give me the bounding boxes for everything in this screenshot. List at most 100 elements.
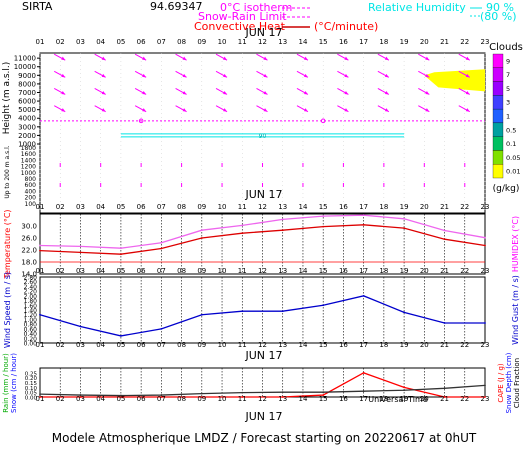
panel-tick-label: 0.25	[25, 371, 38, 377]
hour-tick-label: 06	[137, 341, 146, 349]
panel-tick-label: 2.80	[24, 275, 38, 282]
data-point	[281, 218, 284, 221]
legend-isotherm-label: 0°C isotherm	[220, 1, 292, 14]
hour-tick-label: 13	[278, 203, 287, 211]
hour-tick-label: 04	[96, 38, 105, 46]
data-point	[79, 396, 82, 398]
date-label-bottom: JUN 17	[244, 410, 282, 423]
hour-tick-label: 03	[76, 395, 85, 403]
clouds-scale-label: 0.05	[506, 154, 520, 162]
data-point	[200, 237, 203, 239]
clouds-scale-unit: (g/kg)	[493, 184, 520, 194]
hour-tick-label: 02	[56, 341, 65, 349]
data-point	[241, 396, 244, 398]
legend-convective-label: Convective Heat	[194, 20, 286, 33]
wind-arrow-head	[182, 108, 187, 112]
hour-tick-label: 16	[339, 38, 348, 46]
hour-tick-label: 03	[76, 267, 85, 275]
hour-tick-label: 07	[157, 341, 166, 349]
clouds-scale-swatch	[492, 108, 504, 124]
wind-arrow-head	[223, 108, 228, 112]
data-point	[443, 322, 446, 324]
wind-arrow-head	[61, 108, 66, 112]
hour-tick-label: 08	[177, 38, 186, 46]
hour-tick-label: 09	[197, 341, 206, 349]
rh-label: 90	[259, 133, 267, 140]
panel-tick-label: 1.60	[24, 303, 38, 310]
data-point	[484, 236, 486, 239]
hour-tick-label: 23	[481, 203, 490, 211]
data-point	[39, 313, 41, 316]
data-point	[362, 214, 365, 217]
wind-arrow-head	[303, 108, 308, 112]
panel-tick-label: 14.0	[21, 271, 37, 279]
wind-arrow-head	[263, 108, 268, 112]
wind-arrow-head	[344, 108, 349, 112]
hour-tick-label: 23	[481, 395, 490, 403]
hour-tick-label: 08	[177, 267, 186, 275]
wind-arrow-head	[344, 73, 349, 78]
clouds-scale-swatch	[492, 95, 504, 110]
hour-tick-label: 06	[137, 203, 146, 211]
height-tick-label: 9000	[18, 72, 36, 80]
data-point	[200, 396, 203, 398]
clouds-scale-title: Clouds	[489, 42, 523, 53]
data-point	[120, 253, 122, 256]
wind-arrow-head	[465, 90, 470, 95]
panel-tick-label: 2.60	[24, 279, 38, 286]
panel-tick-label: 18.0	[21, 259, 37, 267]
data-point	[281, 391, 284, 394]
clouds-scale-swatch	[492, 164, 504, 179]
wind-arrow-head	[263, 73, 268, 78]
hour-tick-label: 10	[218, 203, 227, 211]
wind-arrow-head	[223, 90, 228, 95]
hour-tick-label: 14	[298, 267, 307, 275]
wind-arrow-head	[465, 56, 470, 61]
data-point	[281, 310, 284, 313]
hour-tick-label: 14	[298, 38, 307, 46]
hour-tick-label: 12	[258, 341, 267, 349]
hour-tick-label: 11	[238, 267, 247, 275]
hour-tick-label: 12	[258, 38, 267, 46]
hour-tick-label: 13	[278, 341, 287, 349]
clouds-scale-label: 0.5	[506, 126, 516, 134]
data-point	[403, 389, 405, 392]
data-point	[39, 244, 41, 247]
legend-rh-label: Relative Humidity	[368, 1, 466, 14]
date-label-top: JUN 17	[244, 26, 282, 39]
data-point	[79, 394, 82, 396]
hour-tick-label: 09	[197, 395, 206, 403]
data-point	[443, 238, 446, 241]
data-point	[362, 223, 365, 226]
panel-tick-label: 2.00	[24, 293, 38, 300]
data-point	[362, 294, 365, 297]
height-tick-label-low: 200	[25, 195, 37, 202]
hour-tick-label: 16	[339, 203, 348, 211]
data-point	[200, 313, 203, 316]
data-point	[403, 386, 405, 389]
data-point	[160, 396, 163, 398]
wind-arrow-head	[61, 73, 66, 78]
data-point	[443, 229, 446, 232]
wind-arrow-head	[425, 108, 430, 112]
wind-arrow-head	[61, 90, 66, 95]
hour-tick-label: 16	[339, 341, 348, 349]
wind-arrow-head	[142, 56, 147, 61]
hour-tick-label: 15	[319, 267, 328, 275]
data-point	[160, 394, 163, 396]
hour-tick-label: 03	[76, 341, 85, 349]
snow-depth-axis-label: Snow Depth (cm)	[505, 352, 513, 413]
hour-tick-label: 16	[339, 267, 348, 275]
hour-tick-label: 23	[481, 341, 490, 349]
height-axis-label-low: Up to 200 m a.s.l.	[4, 145, 11, 198]
hour-tick-label: 14	[298, 203, 307, 211]
series-line	[39, 224, 486, 255]
wind-gust-axis-label: Wind Gust (m / s)	[511, 275, 520, 345]
hour-tick-label: 21	[440, 341, 449, 349]
hour-tick-label: 10	[218, 38, 227, 46]
hour-tick-label: 18	[379, 341, 388, 349]
hour-tick-label: 01	[36, 203, 45, 211]
hour-tick-label: 19	[400, 341, 409, 349]
hour-tick-label: 17	[359, 395, 368, 403]
data-point	[403, 217, 405, 220]
